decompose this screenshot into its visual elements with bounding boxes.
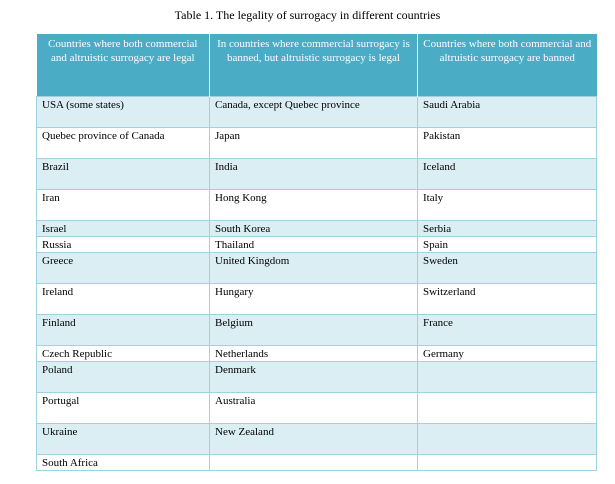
cell-both-legal: Ukraine [36, 422, 210, 455]
header-both-legal: Countries where both commercial and altr… [36, 34, 210, 96]
table-row: Ireland Hungary Switzerland [36, 282, 597, 315]
cell-altruistic-only: Japan [209, 126, 418, 159]
cell-both-banned [417, 360, 597, 393]
cell-both-banned: Germany [417, 344, 597, 362]
table-row: Brazil India Iceland [36, 157, 597, 190]
cell-altruistic-only: Australia [209, 391, 418, 424]
table-row: USA (some states) Canada, except Quebec … [36, 95, 597, 128]
cell-both-legal: Finland [36, 313, 210, 346]
cell-both-banned: Saudi Arabia [417, 95, 597, 128]
header-row: Countries where both commercial and altr… [36, 34, 597, 96]
table-row: Iran Hong Kong Italy [36, 188, 597, 221]
cell-altruistic-only: Thailand [209, 235, 418, 253]
surrogacy-legality-table: Countries where both commercial and altr… [36, 34, 597, 471]
table-row: Quebec province of Canada Japan Pakistan [36, 126, 597, 159]
table-row: Ukraine New Zealand [36, 422, 597, 455]
table-row: Portugal Australia [36, 391, 597, 424]
cell-both-banned: Pakistan [417, 126, 597, 159]
table-row: Russia Thailand Spain [36, 235, 597, 253]
cell-altruistic-only: Hungary [209, 282, 418, 315]
cell-altruistic-only: United Kingdom [209, 251, 418, 284]
cell-altruistic-only: Belgium [209, 313, 418, 346]
cell-both-banned [417, 391, 597, 424]
header-both-banned: Countries where both commercial and altr… [417, 34, 597, 96]
cell-both-banned: Iceland [417, 157, 597, 190]
table-row: Israel South Korea Serbia [36, 219, 597, 237]
cell-both-legal: South Africa [36, 453, 210, 471]
cell-both-banned: Serbia [417, 219, 597, 237]
table-caption: Table 1. The legality of surrogacy in di… [174, 8, 441, 22]
table-row: Greece United Kingdom Sweden [36, 251, 597, 284]
cell-both-legal: Iran [36, 188, 210, 221]
cell-altruistic-only: India [209, 157, 418, 190]
cell-both-legal: Greece [36, 251, 210, 284]
cell-altruistic-only: New Zealand [209, 422, 418, 455]
cell-both-banned: Italy [417, 188, 597, 221]
cell-both-banned [417, 453, 597, 471]
cell-altruistic-only: Canada, except Quebec province [209, 95, 418, 128]
cell-both-legal: Czech Republic [36, 344, 210, 362]
cell-both-banned: Sweden [417, 251, 597, 284]
cell-both-legal: Israel [36, 219, 210, 237]
cell-altruistic-only [209, 453, 418, 471]
cell-both-banned: France [417, 313, 597, 346]
cell-both-legal: Ireland [36, 282, 210, 315]
table-row: Czech Republic Netherlands Germany [36, 344, 597, 362]
cell-both-legal: Quebec province of Canada [36, 126, 210, 159]
cell-both-legal: USA (some states) [36, 95, 210, 128]
cell-both-banned [417, 422, 597, 455]
cell-altruistic-only: Hong Kong [209, 188, 418, 221]
table-row: South Africa [36, 453, 597, 471]
cell-altruistic-only: Denmark [209, 360, 418, 393]
table-row: Finland Belgium France [36, 313, 597, 346]
cell-altruistic-only: Netherlands [209, 344, 418, 362]
cell-both-banned: Switzerland [417, 282, 597, 315]
cell-both-banned: Spain [417, 235, 597, 253]
header-altruistic-only: In countries where commercial surrogacy … [209, 34, 418, 96]
cell-both-legal: Russia [36, 235, 210, 253]
cell-both-legal: Brazil [36, 157, 210, 190]
cell-both-legal: Poland [36, 360, 210, 393]
cell-altruistic-only: South Korea [209, 219, 418, 237]
table-row: Poland Denmark [36, 360, 597, 393]
cell-both-legal: Portugal [36, 391, 210, 424]
